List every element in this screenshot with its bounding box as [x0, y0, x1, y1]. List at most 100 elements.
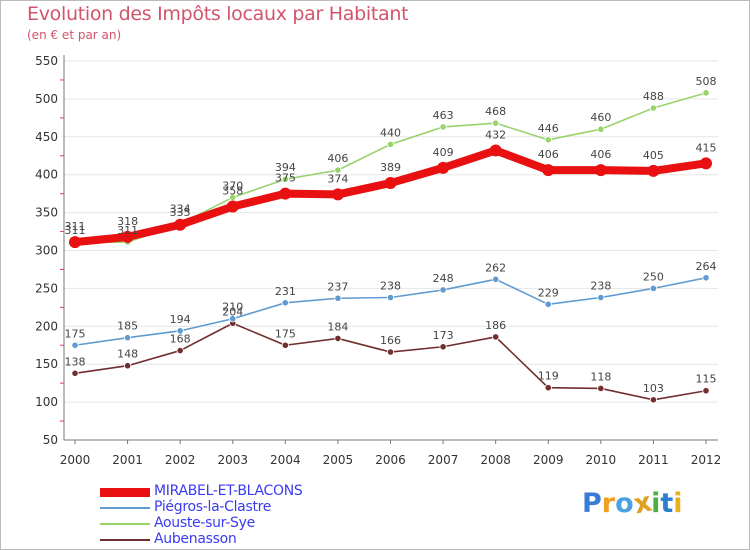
data-point [647, 164, 660, 177]
data-point [489, 144, 502, 157]
data-point [123, 334, 132, 342]
y-tick-label: 400 [35, 168, 58, 182]
legend-label: MIRABEL-ET-BLACONS [154, 483, 303, 499]
data-label: 370 [222, 179, 243, 192]
data-label: 175 [275, 327, 296, 340]
data-point [700, 157, 712, 170]
y-tick-label: 250 [35, 281, 58, 295]
data-point [386, 140, 395, 148]
y-tick-label: 500 [35, 92, 58, 106]
y-tick-label: 150 [35, 357, 58, 371]
data-label: 184 [327, 320, 348, 333]
legend-label: Aouste-sur-Sye [154, 515, 255, 531]
data-label: 250 [643, 270, 664, 283]
x-tick-label: 2008 [480, 453, 511, 467]
x-tick-label: 2010 [586, 453, 617, 467]
data-point [69, 236, 81, 249]
data-label: 103 [643, 382, 664, 395]
data-point [281, 299, 289, 307]
data-label: 406 [327, 152, 348, 165]
x-tick-label: 2000 [60, 453, 91, 467]
data-point [492, 275, 500, 283]
data-point [702, 387, 710, 395]
data-point [649, 104, 658, 112]
data-label: 488 [643, 90, 664, 103]
legend-swatch [100, 507, 150, 509]
data-point [386, 293, 395, 302]
data-label: 119 [538, 370, 559, 383]
x-tick-label: 2012 [691, 453, 722, 467]
series [69, 89, 712, 404]
proxiti-logo: Proxiti [582, 486, 683, 521]
data-label: 138 [65, 355, 86, 368]
x-tick-label: 2007 [428, 453, 459, 467]
data-point [281, 341, 289, 349]
data-label: 311 [65, 220, 86, 233]
data-point [649, 284, 658, 292]
data-label: 318 [117, 215, 138, 228]
data-label: 238 [590, 279, 611, 292]
y-tick-label: 450 [35, 130, 58, 144]
data-label: 446 [538, 122, 559, 135]
data-label: 231 [275, 285, 296, 298]
data-label: 508 [696, 75, 717, 88]
data-point [281, 175, 289, 183]
data-label: 204 [222, 305, 243, 318]
data-point [331, 188, 344, 201]
y-tick-label: 350 [35, 206, 58, 220]
y-tick-label: 100 [35, 395, 58, 409]
y-tick-label: 300 [35, 244, 58, 258]
data-label: 394 [275, 161, 296, 174]
x-tick-label: 2009 [533, 453, 564, 467]
data-point [334, 166, 342, 174]
data-label: 168 [170, 333, 191, 346]
legend-label: Piégros-la-Clastre [154, 499, 272, 515]
data-label: 173 [433, 329, 454, 342]
data-point [597, 125, 605, 133]
data-label: 238 [380, 279, 401, 292]
data-label: 406 [590, 148, 611, 161]
data-point [71, 369, 79, 377]
data-label: 115 [696, 373, 717, 386]
data-label: 185 [117, 320, 138, 333]
data-label: 237 [327, 280, 348, 293]
data-point [176, 327, 184, 335]
data-point [439, 286, 447, 294]
data-label: 335 [170, 206, 191, 219]
data-label: 262 [485, 261, 506, 274]
data-point [649, 396, 658, 404]
data-label: 311 [117, 224, 138, 237]
data-label: 194 [170, 313, 191, 326]
data-label: 374 [327, 172, 348, 185]
data-label: 440 [380, 126, 401, 139]
x-tick-label: 2011 [638, 453, 669, 467]
x-tick-label: 2003 [217, 453, 248, 467]
data-point [492, 119, 500, 127]
data-point [542, 164, 555, 177]
x-tick-label: 2002 [165, 453, 196, 467]
data-label: 248 [433, 272, 454, 285]
data-label: 405 [643, 149, 664, 162]
y-tick-label: 50 [43, 433, 58, 447]
chart-subtitle: (en € et par an) [27, 28, 122, 42]
data-point [384, 177, 397, 190]
data-label: 460 [590, 111, 611, 124]
data-point [174, 218, 187, 231]
axes: 50 100 150 200 250 300 350 400 450 500 550 2000 2001… [35, 54, 721, 467]
y-tick-label: 200 [35, 319, 58, 333]
legend-swatch [100, 539, 150, 541]
data-label: 375 [275, 172, 296, 185]
data-point [334, 334, 342, 343]
x-tick-label: 2006 [375, 453, 406, 467]
data-label: 389 [380, 161, 401, 174]
data-label: 118 [590, 370, 611, 383]
data-label: 186 [485, 319, 506, 332]
data-point [226, 200, 239, 213]
data-point [597, 293, 605, 302]
data-point [544, 136, 552, 144]
data-label: 229 [538, 286, 559, 299]
data-label: 432 [485, 128, 506, 141]
data-point [544, 384, 552, 392]
